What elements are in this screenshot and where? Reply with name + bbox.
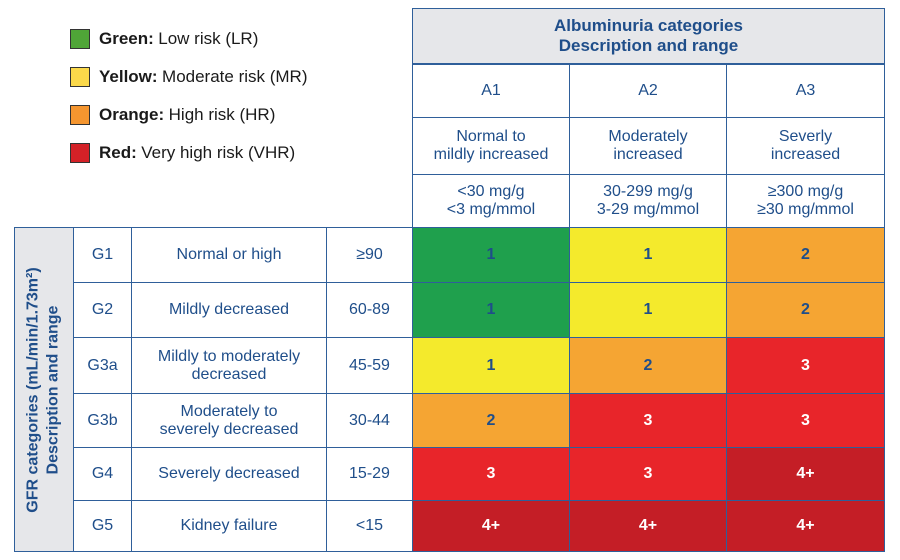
risk-cell-g3a-a1: 1 [412,337,570,394]
albuminuria-header: Albuminuria categories Description and r… [412,8,885,64]
legend-description: Moderate risk (MR) [162,67,308,86]
column-description-line: Normal to [456,128,526,146]
gfr-description-line: decreased [191,365,267,383]
risk-cell-g3b-a1: 2 [412,393,570,448]
column-description-a3: Severly increased [726,117,885,175]
risk-cell-g3a-a3: 3 [726,337,885,394]
risk-cell-g5-a3: 4+ [726,500,885,552]
risk-cell-g2-a2: 1 [569,282,727,338]
legend-description: Low risk (LR) [158,29,259,48]
red-swatch [70,143,90,163]
column-range-line: 30-299 mg/g [603,183,693,201]
gfr-description-line: Kidney failure [180,517,278,535]
column-description-a1: Normal to mildly increased [412,117,570,175]
risk-cell-g5-a2: 4+ [569,500,727,552]
risk-cell-g4-a3: 4+ [726,447,885,501]
gfr-code: G3a [73,337,132,394]
risk-cell-g5-a1: 4+ [412,500,570,552]
column-code-a3: A3 [726,64,885,118]
gfr-description: Mildly to moderately decreased [131,337,327,394]
green-swatch [70,29,90,49]
gfr-categories-title: GFR categories (mL/min/1.73m²) Descripti… [24,267,64,512]
gfr-description-line: severely decreased [159,420,299,438]
gfr-range: 45-59 [326,337,413,394]
gfr-description: Kidney failure [131,500,327,552]
gfr-description-line: Normal or high [176,246,282,264]
column-description-line: increased [770,146,841,163]
gfr-description: Moderately to severely decreased [131,393,327,448]
gfr-range: 15-29 [326,447,413,501]
column-range-line: <30 mg/g [457,183,525,201]
gfr-title-line: GFR categories (mL/min/1.73m²) [25,266,43,513]
column-range-a1: <30 mg/g <3 mg/mmol [412,174,570,228]
gfr-description-line: Moderately to [180,402,278,420]
orange-swatch [70,105,90,125]
legend-item-orange: Orange: High risk (HR) [70,100,275,130]
risk-cell-g2-a1: 1 [412,282,570,338]
column-range-line: 3-29 mg/mmol [596,201,700,218]
legend-color-name: Yellow: [99,67,158,86]
legend-item-yellow: Yellow: Moderate risk (MR) [70,62,308,92]
column-range-line: ≥300 mg/g [767,183,844,201]
column-range-line: ≥30 mg/mmol [757,201,854,218]
gfr-range: ≥90 [326,227,413,283]
gfr-description-line: Mildly to moderately [157,347,301,365]
risk-cell-g3a-a2: 2 [569,337,727,394]
gfr-code: G4 [73,447,132,501]
gfr-range: <15 [326,500,413,552]
albuminuria-subtitle: Description and range [558,36,739,55]
column-range-line: <3 mg/mmol [446,201,536,218]
risk-cell-g3b-a3: 3 [726,393,885,448]
legend-description: High risk (HR) [168,105,276,124]
legend-color-name: Orange: [99,105,165,124]
risk-cell-g2-a3: 2 [726,282,885,338]
gfr-description: Normal or high [131,227,327,283]
risk-cell-g1-a2: 1 [569,227,727,283]
yellow-swatch [70,67,90,87]
legend-item-green: Green: Low risk (LR) [70,24,258,54]
gfr-code: G3b [73,393,132,448]
legend-description: Very high risk (VHR) [141,143,296,162]
albuminuria-title: Albuminuria categories [554,15,743,35]
column-code-a2: A2 [569,64,727,118]
column-code-a1: A1 [412,64,570,118]
column-description-line: mildly increased [433,146,549,163]
column-description-line: Severly [778,128,833,146]
risk-cell-g4-a2: 3 [569,447,727,501]
gfr-code: G2 [73,282,132,338]
risk-cell-g1-a1: 1 [412,227,570,283]
legend-color-name: Red: [99,143,137,162]
gfr-description: Mildly decreased [131,282,327,338]
gfr-range: 60-89 [326,282,413,338]
gfr-range: 30-44 [326,393,413,448]
gfr-description-line: Severely decreased [158,465,300,483]
risk-cell-g1-a3: 2 [726,227,885,283]
legend-color-name: Green: [99,29,154,48]
risk-cell-g4-a1: 3 [412,447,570,501]
gfr-categories-header: GFR categories (mL/min/1.73m²) Descripti… [14,227,74,552]
gfr-code: G1 [73,227,132,283]
gfr-description: Severely decreased [131,447,327,501]
column-description-line: increased [613,146,683,163]
gfr-subtitle-line: Description and range [45,305,63,474]
risk-cell-g3b-a2: 3 [569,393,727,448]
legend-item-red: Red: Very high risk (VHR) [70,138,295,168]
gfr-code: G5 [73,500,132,552]
column-range-a2: 30-299 mg/g 3-29 mg/mmol [569,174,727,228]
gfr-description-line: Mildly decreased [168,301,290,319]
column-description-line: Moderately [608,128,688,146]
column-description-a2: Moderately increased [569,117,727,175]
column-range-a3: ≥300 mg/g ≥30 mg/mmol [726,174,885,228]
